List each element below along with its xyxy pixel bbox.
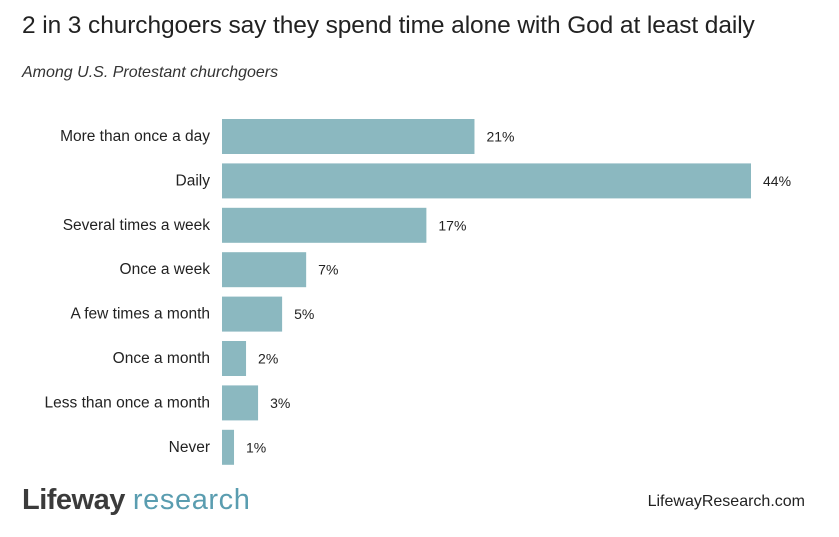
value-label: 44%	[763, 173, 791, 189]
category-label: A few times a month	[70, 306, 210, 323]
bar-chart: More than once a day 21% Daily 44% Several t…	[45, 119, 791, 465]
lifeway-research-logo: Lifeway research	[22, 486, 251, 515]
category-label: Several times a week	[63, 217, 211, 234]
category-label: Once a month	[113, 350, 210, 367]
bar-1	[222, 163, 751, 199]
bar-0	[222, 119, 475, 154]
value-label: 5%	[294, 306, 314, 322]
bar-7	[222, 429, 235, 465]
chart-title: 2 in 3 churchgoers say they spend time a…	[22, 12, 755, 39]
bar-2	[222, 207, 427, 243]
site-url: LifewayResearch.com	[647, 493, 805, 510]
value-label: 17%	[438, 217, 466, 233]
category-label: Never	[169, 439, 210, 456]
bar-5	[222, 341, 247, 376]
logo-word-lifeway: Lifeway	[22, 484, 125, 516]
value-label: 21%	[486, 129, 514, 145]
value-label: 2%	[258, 351, 278, 367]
category-label: Daily	[176, 172, 211, 189]
bar-6	[222, 385, 259, 421]
bar-3	[222, 252, 307, 288]
chart-subtitle: Among U.S. Protestant churchgoers	[22, 64, 279, 81]
value-label: 3%	[270, 395, 290, 411]
logo-word-research: research	[132, 484, 251, 516]
category-label: Once a week	[120, 261, 211, 278]
value-label: 7%	[318, 262, 338, 278]
bar-4	[222, 296, 283, 332]
value-label: 1%	[246, 439, 266, 455]
category-label: Less than once a month	[45, 394, 210, 411]
category-label: More than once a day	[60, 128, 210, 145]
